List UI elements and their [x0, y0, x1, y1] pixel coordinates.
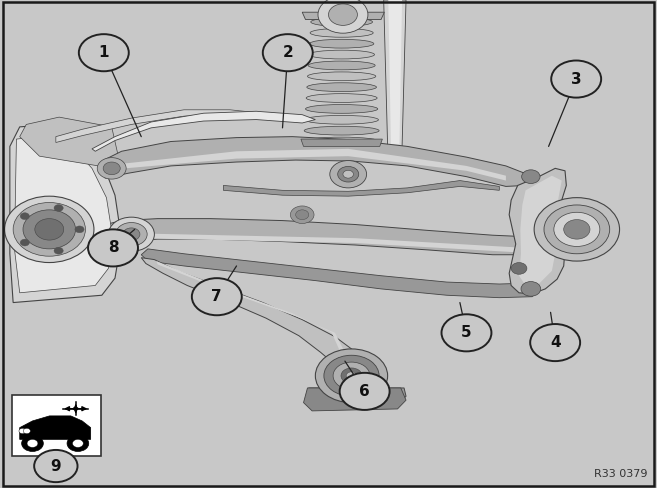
Circle shape: [530, 324, 580, 361]
Circle shape: [19, 428, 26, 434]
Polygon shape: [104, 137, 531, 186]
Circle shape: [102, 232, 128, 251]
Circle shape: [13, 203, 85, 256]
Text: 1: 1: [99, 45, 109, 60]
Text: 9: 9: [51, 459, 61, 473]
Circle shape: [544, 205, 610, 254]
Polygon shape: [223, 181, 499, 196]
Circle shape: [23, 210, 76, 249]
Circle shape: [340, 373, 390, 410]
Circle shape: [263, 34, 313, 71]
Circle shape: [551, 61, 601, 98]
Polygon shape: [102, 219, 539, 255]
Circle shape: [20, 213, 30, 220]
Circle shape: [116, 223, 147, 246]
Circle shape: [107, 236, 123, 247]
Circle shape: [192, 278, 242, 315]
Circle shape: [296, 210, 309, 220]
Text: 3: 3: [571, 72, 581, 86]
Polygon shape: [14, 137, 113, 293]
Polygon shape: [92, 111, 315, 151]
Circle shape: [522, 170, 540, 183]
Circle shape: [23, 428, 30, 434]
Circle shape: [20, 239, 30, 246]
Circle shape: [35, 219, 64, 240]
Circle shape: [22, 435, 43, 451]
Ellipse shape: [310, 28, 373, 37]
Ellipse shape: [311, 18, 373, 26]
Circle shape: [103, 162, 120, 175]
Polygon shape: [301, 139, 382, 146]
Circle shape: [67, 435, 89, 451]
Circle shape: [521, 282, 541, 296]
Circle shape: [511, 263, 527, 274]
Circle shape: [88, 229, 138, 266]
Ellipse shape: [309, 50, 374, 59]
Circle shape: [330, 161, 367, 188]
Circle shape: [123, 228, 140, 241]
Circle shape: [318, 0, 368, 33]
Polygon shape: [10, 124, 122, 303]
Circle shape: [324, 355, 379, 396]
Polygon shape: [519, 176, 562, 285]
Circle shape: [341, 368, 362, 384]
Polygon shape: [388, 0, 402, 144]
Ellipse shape: [306, 104, 378, 113]
Ellipse shape: [307, 72, 376, 81]
Circle shape: [72, 439, 83, 447]
Text: 4: 4: [550, 335, 560, 350]
FancyBboxPatch shape: [12, 395, 101, 456]
Polygon shape: [156, 261, 351, 367]
Circle shape: [315, 349, 388, 403]
Circle shape: [343, 170, 353, 178]
Circle shape: [5, 196, 94, 263]
Polygon shape: [384, 0, 406, 146]
Polygon shape: [20, 416, 91, 439]
Text: R33 0379: R33 0379: [594, 469, 647, 479]
Polygon shape: [141, 249, 539, 298]
Text: 6: 6: [359, 384, 370, 399]
Circle shape: [27, 439, 38, 447]
Polygon shape: [304, 388, 406, 411]
Polygon shape: [509, 168, 566, 294]
Ellipse shape: [309, 40, 374, 48]
Circle shape: [34, 450, 78, 482]
Polygon shape: [306, 388, 406, 407]
Circle shape: [564, 220, 590, 239]
Ellipse shape: [304, 126, 379, 135]
Ellipse shape: [308, 61, 375, 70]
Circle shape: [106, 240, 130, 258]
Circle shape: [290, 206, 314, 224]
Circle shape: [338, 166, 359, 182]
Ellipse shape: [307, 83, 376, 92]
Circle shape: [108, 217, 154, 251]
Polygon shape: [125, 149, 506, 181]
Polygon shape: [302, 12, 384, 20]
Ellipse shape: [305, 115, 378, 124]
Circle shape: [554, 212, 600, 246]
Circle shape: [54, 247, 63, 254]
Text: 5: 5: [461, 325, 472, 340]
Circle shape: [333, 362, 370, 389]
Circle shape: [75, 226, 84, 233]
Circle shape: [99, 234, 138, 264]
Circle shape: [346, 372, 357, 380]
Polygon shape: [131, 233, 526, 253]
Polygon shape: [20, 117, 118, 166]
Circle shape: [54, 204, 63, 211]
Text: 2: 2: [283, 45, 293, 60]
Circle shape: [79, 34, 129, 71]
Ellipse shape: [306, 94, 377, 102]
Text: 8: 8: [108, 241, 118, 255]
Circle shape: [442, 314, 491, 351]
Polygon shape: [56, 110, 263, 142]
Circle shape: [328, 4, 357, 25]
Circle shape: [97, 158, 126, 179]
Circle shape: [112, 244, 124, 253]
Polygon shape: [141, 258, 371, 383]
Text: 7: 7: [212, 289, 222, 304]
Ellipse shape: [304, 137, 380, 146]
Circle shape: [534, 198, 620, 261]
